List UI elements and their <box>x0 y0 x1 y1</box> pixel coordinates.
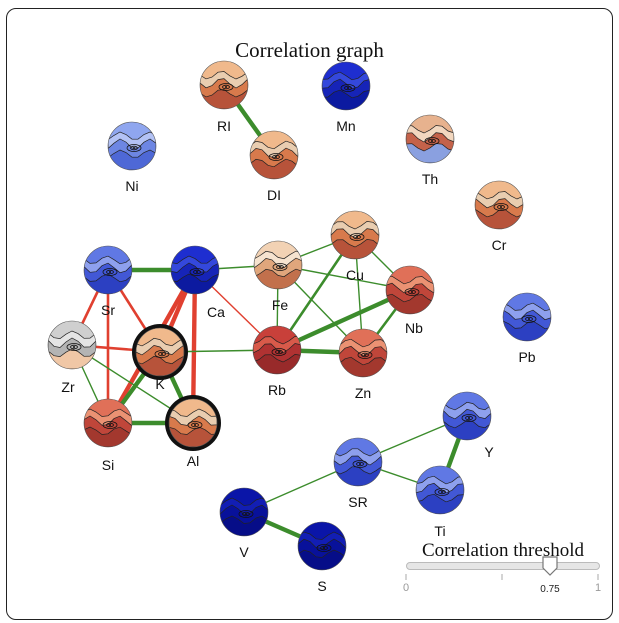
slider-ticks <box>405 574 599 580</box>
node-v[interactable]: V <box>219 487 269 560</box>
node-ri[interactable]: RI <box>199 60 249 134</box>
node-cu[interactable]: Cu <box>330 210 380 283</box>
node-label-v: V <box>239 544 249 560</box>
node-label-zn: Zn <box>355 385 371 401</box>
slider-max-label: 1 <box>594 582 602 594</box>
node-rb[interactable]: Rb <box>252 325 302 398</box>
slider-value-label: 0.75 <box>540 584 560 595</box>
node-sr[interactable]: Sr <box>83 245 133 318</box>
node-label-ca: Ca <box>207 304 225 320</box>
slider-thumb[interactable] <box>542 556 558 576</box>
node-label-sr: SR <box>348 494 367 510</box>
node-label-ti: Ti <box>434 523 445 539</box>
node-sr[interactable]: SR <box>333 437 383 510</box>
node-label-rb: Rb <box>268 382 286 398</box>
node-ni[interactable]: Ni <box>107 121 157 194</box>
node-ca[interactable]: Ca <box>170 245 225 320</box>
node-label-nb: Nb <box>405 320 423 336</box>
slider-track[interactable] <box>406 562 600 570</box>
edge-nb-rb <box>274 287 413 353</box>
node-label-y: Y <box>484 444 494 460</box>
node-di[interactable]: DI <box>249 130 299 203</box>
node-label-mn: Mn <box>336 118 355 134</box>
node-label-zr: Zr <box>61 379 75 395</box>
node-al[interactable]: Al <box>165 395 221 469</box>
node-si[interactable]: Si <box>83 398 133 473</box>
node-label-si: Si <box>102 457 114 473</box>
node-mn[interactable]: Mn <box>321 61 371 134</box>
node-label-th: Th <box>422 171 438 187</box>
node-pb[interactable]: Pb <box>502 292 552 365</box>
node-th[interactable]: Th <box>405 114 455 187</box>
node-layer: RI Mn Ni DI Th Cr Sr Ca Fe Cu Nb Pb Zr K Rb Zn Si Al Y SR Ti… <box>47 60 552 594</box>
node-fe[interactable]: Fe <box>253 240 303 313</box>
node-k[interactable]: K <box>132 324 188 392</box>
node-nb[interactable]: Nb <box>385 265 435 336</box>
node-s[interactable]: S <box>297 521 347 594</box>
graph-title: Correlation graph <box>235 38 384 62</box>
slider-min-label: 0 <box>402 582 410 594</box>
node-label-al: Al <box>187 453 199 469</box>
node-label-k: K <box>155 376 165 392</box>
node-zn[interactable]: Zn <box>338 328 388 401</box>
slider-title: Correlation threshold <box>422 540 584 561</box>
node-ti[interactable]: Ti <box>415 465 465 539</box>
node-label-cr: Cr <box>492 237 507 253</box>
node-label-s: S <box>317 578 326 594</box>
node-cr[interactable]: Cr <box>474 180 524 253</box>
node-label-sr: Sr <box>101 302 115 318</box>
node-label-fe: Fe <box>272 297 289 313</box>
node-zr[interactable]: Zr <box>47 320 97 395</box>
node-y[interactable]: Y <box>442 391 494 460</box>
node-label-ni: Ni <box>125 178 138 194</box>
node-label-pb: Pb <box>518 349 535 365</box>
node-label-ri: RI <box>217 118 231 134</box>
node-label-cu: Cu <box>346 267 364 283</box>
node-label-di: DI <box>267 187 281 203</box>
correlation-threshold-slider[interactable]: Correlation threshold 0 0.75 1 <box>398 540 608 610</box>
